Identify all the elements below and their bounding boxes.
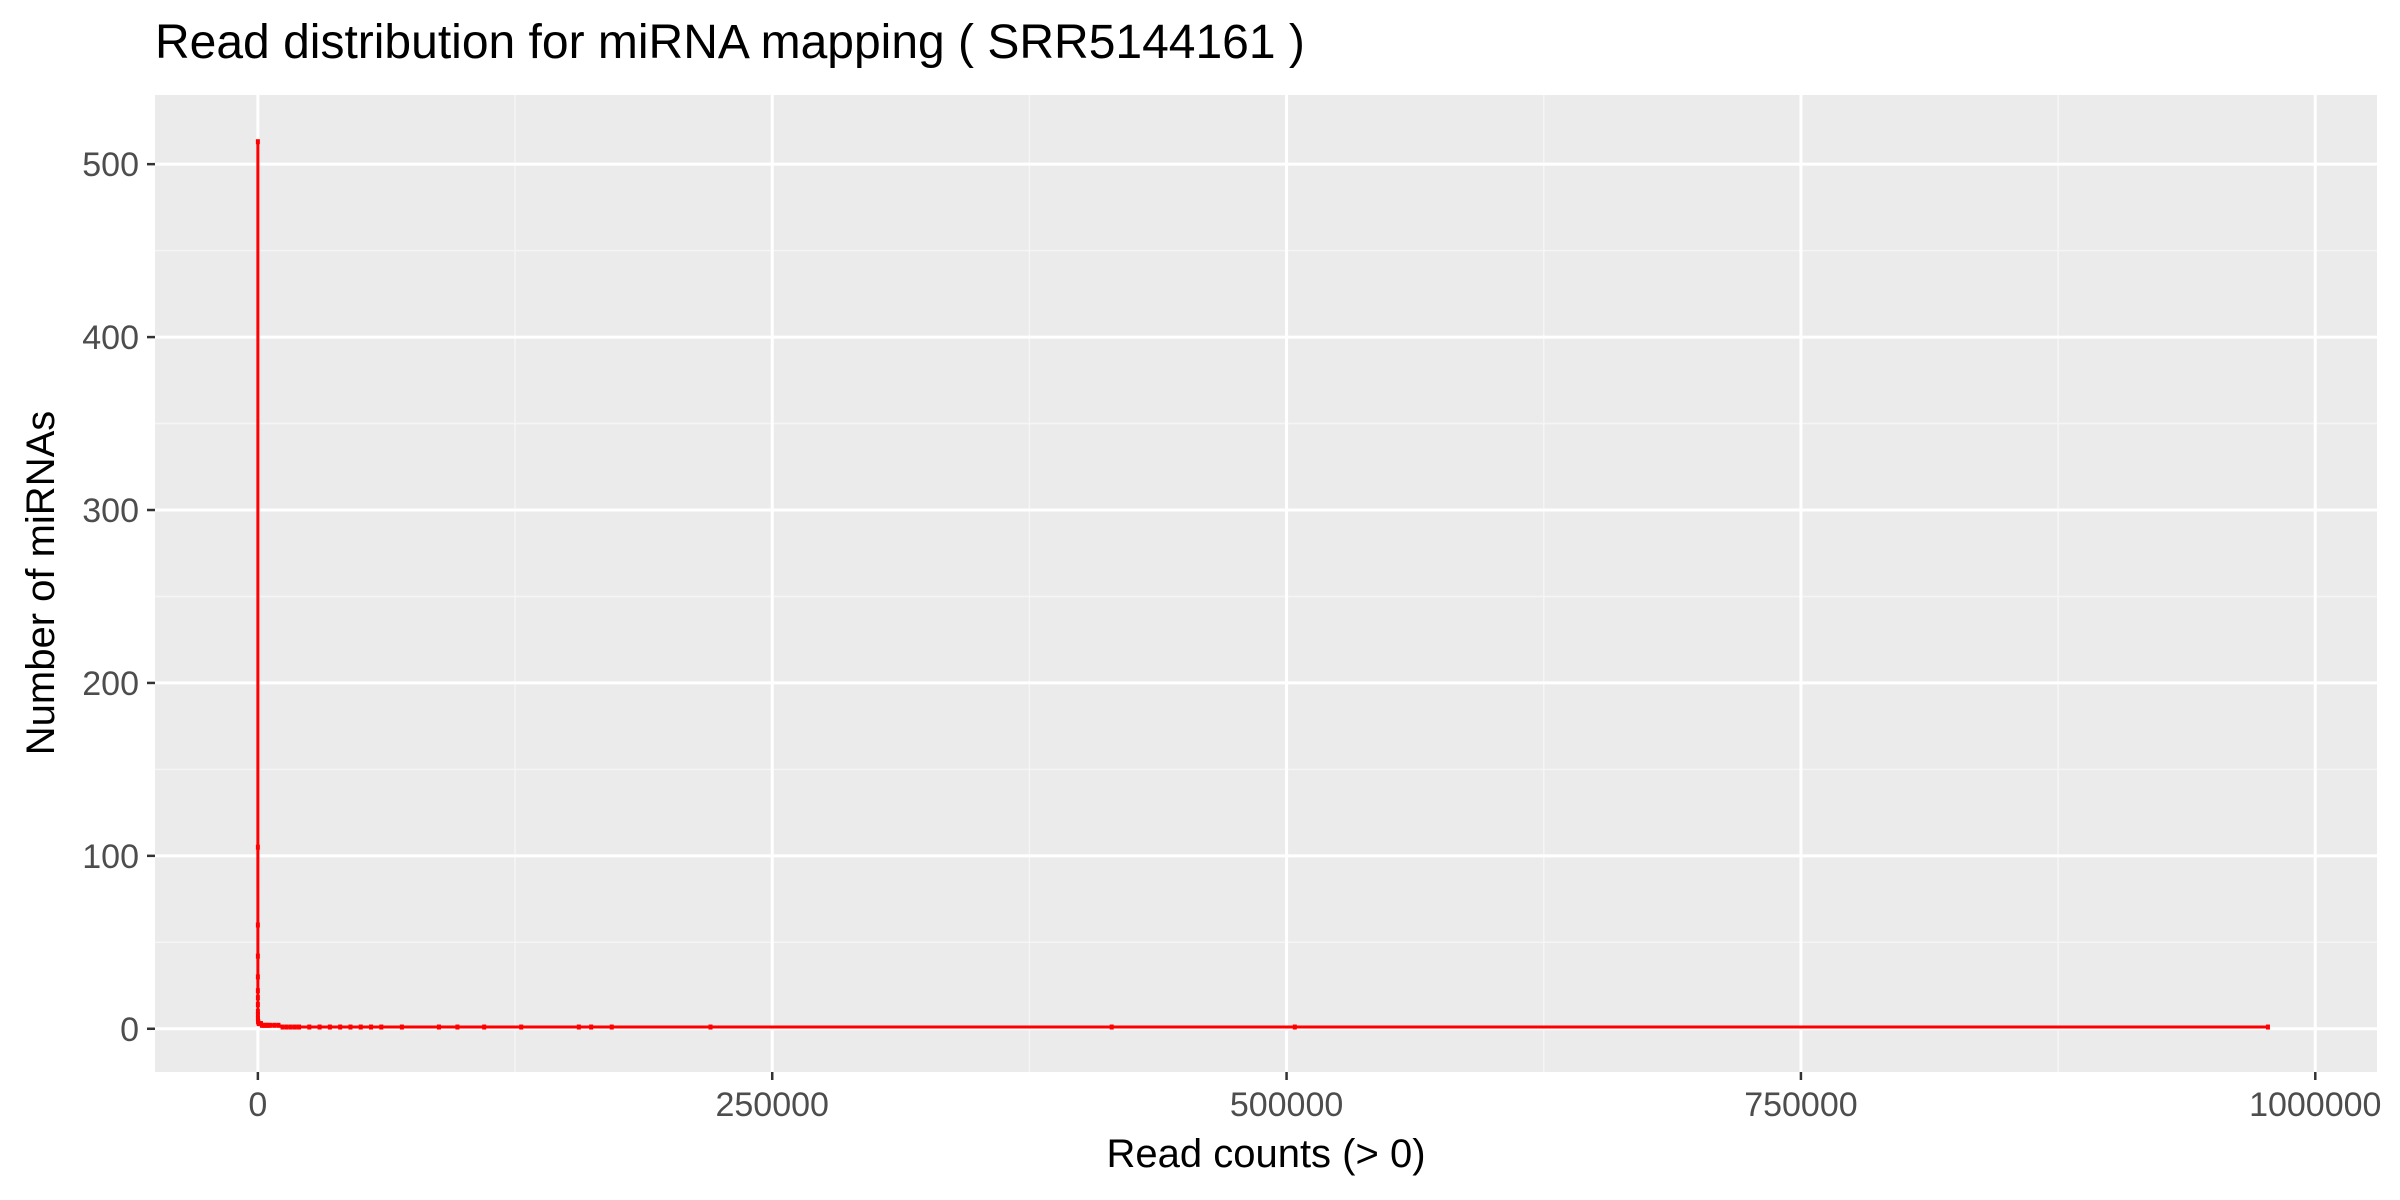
minor-gridlines bbox=[155, 95, 2377, 1072]
data-point bbox=[262, 1022, 267, 1028]
data-point bbox=[327, 1024, 332, 1030]
data-point bbox=[2265, 1024, 2270, 1030]
data-point bbox=[358, 1024, 363, 1030]
data-point bbox=[266, 1022, 271, 1028]
y-tick-label: 300 bbox=[82, 492, 139, 530]
data-point bbox=[284, 1024, 289, 1030]
data-point bbox=[288, 1024, 293, 1030]
data-point bbox=[255, 922, 260, 928]
data-point bbox=[338, 1024, 343, 1030]
series-layer bbox=[255, 139, 2270, 1030]
x-tick-label: 0 bbox=[248, 1086, 267, 1124]
x-axis-title: Read counts (> 0) bbox=[1106, 1132, 1425, 1176]
data-point bbox=[276, 1022, 281, 1028]
data-point bbox=[255, 844, 260, 850]
major-gridlines bbox=[155, 95, 2377, 1072]
chart-title: Read distribution for miRNA mapping ( SR… bbox=[155, 16, 1305, 69]
y-tick-label: 200 bbox=[82, 665, 139, 703]
data-point bbox=[264, 1022, 269, 1028]
data-point bbox=[272, 1022, 277, 1028]
data-point bbox=[255, 1008, 260, 1014]
data-point bbox=[292, 1024, 297, 1030]
x-tick-label: 250000 bbox=[715, 1086, 828, 1124]
x-tick-label: 750000 bbox=[1744, 1086, 1857, 1124]
data-point bbox=[255, 995, 260, 1001]
data-point bbox=[268, 1022, 273, 1028]
data-point bbox=[255, 953, 260, 959]
data-point bbox=[379, 1024, 384, 1030]
data-point bbox=[348, 1024, 353, 1030]
data-point bbox=[255, 139, 260, 145]
data-point bbox=[369, 1024, 374, 1030]
data-point bbox=[1292, 1024, 1297, 1030]
y-tick-label: 100 bbox=[82, 838, 139, 876]
x-tick-label: 1000000 bbox=[2249, 1086, 2381, 1124]
data-point bbox=[317, 1024, 322, 1030]
data-point bbox=[482, 1024, 487, 1030]
data-point bbox=[259, 1022, 264, 1028]
data-point bbox=[455, 1024, 460, 1030]
data-point bbox=[307, 1024, 312, 1030]
data-point bbox=[280, 1024, 285, 1030]
y-tick-label: 500 bbox=[82, 146, 139, 184]
x-tick-label: 500000 bbox=[1230, 1086, 1343, 1124]
data-point bbox=[519, 1024, 524, 1030]
plot-panel bbox=[155, 95, 2377, 1072]
data-point bbox=[589, 1024, 594, 1030]
y-axis: 0 100 200 300 400 500 bbox=[82, 146, 155, 1049]
data-point bbox=[255, 974, 260, 980]
data-point bbox=[576, 1024, 581, 1030]
data-point bbox=[399, 1024, 404, 1030]
data-point bbox=[297, 1024, 302, 1030]
data-point bbox=[255, 1012, 260, 1018]
data-point bbox=[609, 1024, 614, 1030]
data-point bbox=[255, 988, 260, 994]
data-point bbox=[255, 1002, 260, 1008]
y-tick-label: 0 bbox=[120, 1011, 139, 1049]
x-axis: 0 250000 500000 750000 1000000 bbox=[248, 1072, 2381, 1124]
y-tick-label: 400 bbox=[82, 319, 139, 357]
data-point bbox=[1109, 1024, 1114, 1030]
data-point bbox=[708, 1024, 713, 1030]
data-point bbox=[436, 1024, 441, 1030]
y-axis-title: Number of miRNAs bbox=[19, 411, 63, 756]
